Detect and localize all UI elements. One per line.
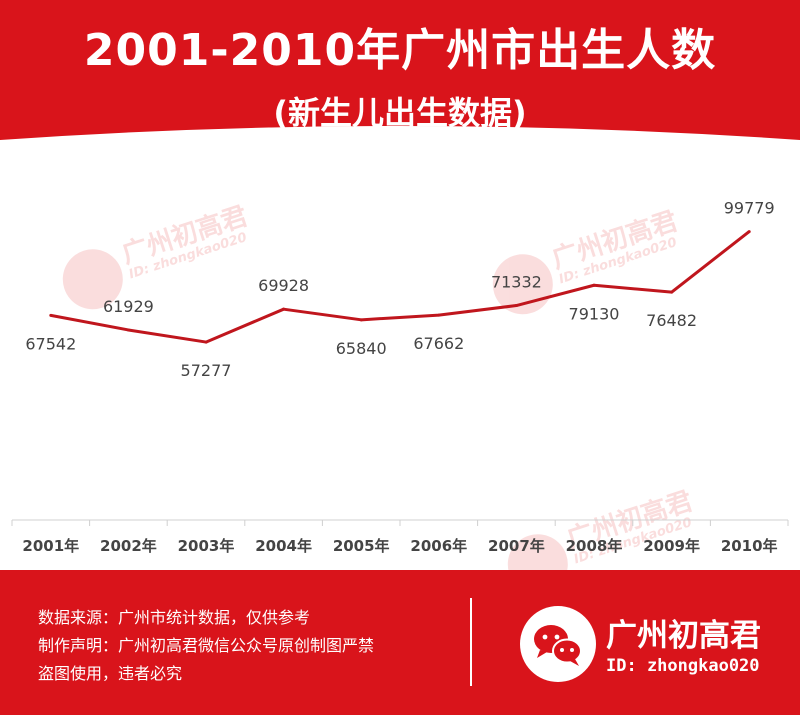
copyright-note-line2: 盗图使用，违者必究	[38, 664, 183, 683]
header-background	[0, 0, 800, 140]
line-chart: 2001年 2002年 2003年 2004年 2005年 2006年 2007年 2008年…	[11, 199, 789, 555]
brand-id: ID: zhongkao020	[606, 656, 760, 676]
follow-account-link[interactable]: 广州初高君	[359, 148, 435, 166]
data-label: 69928	[258, 276, 309, 295]
page-title: 2001-2010年广州市出生人数	[83, 25, 717, 76]
x-tick-label: 2009年	[643, 537, 700, 555]
data-point	[359, 318, 363, 322]
x-tick-label: 2006年	[410, 537, 467, 555]
data-label: 71332	[491, 273, 542, 292]
data-label: 67542	[25, 334, 76, 353]
data-label: 57277	[181, 361, 232, 380]
copyright-note-line1: 制作声明：广州初高君微信公众号原创制图严禁	[38, 636, 375, 655]
data-point	[747, 230, 751, 234]
data-point	[49, 313, 53, 317]
data-label: 99779	[724, 199, 775, 218]
data-label: 65840	[336, 339, 387, 358]
data-point	[437, 313, 441, 317]
footer: 数据来源：广州市统计数据，仅供参考 制作声明：广州初高君微信公众号原创制图严禁 …	[0, 570, 800, 715]
data-label: 79130	[569, 304, 620, 323]
page-subtitle: (新生儿出生数据)	[273, 94, 527, 132]
follow-prefix: 关注微信公众号：	[239, 148, 360, 166]
data-label: 76482	[646, 311, 697, 330]
data-source-note: 数据来源：广州市统计数据，仅供参考	[38, 608, 311, 627]
x-tick-label: 2003年	[178, 537, 235, 555]
data-point	[670, 290, 674, 294]
data-point	[282, 307, 286, 311]
header-banner: 2001-2010年广州市出生人数 (新生儿出生数据) 关注微信公众号：广州初高…	[0, 0, 800, 175]
x-tick-label: 2002年	[100, 537, 157, 555]
data-label: 67662	[413, 334, 464, 353]
follow-suffix: 获取最新中考资讯	[434, 148, 561, 166]
x-tick-label: 2010年	[721, 537, 778, 555]
x-tick-label: 2005年	[333, 537, 390, 555]
footer-divider	[470, 598, 472, 686]
data-point	[514, 304, 518, 308]
data-point	[592, 283, 596, 287]
wechat-logo-icon	[520, 606, 596, 682]
x-tick-label: 2001年	[22, 537, 79, 555]
x-tick-label: 2007年	[488, 537, 545, 555]
x-tick-label: 2008年	[566, 537, 623, 555]
series-line	[50, 230, 751, 344]
data-point	[126, 328, 130, 332]
data-point	[204, 340, 208, 344]
follow-notice: 关注微信公众号：广州初高君 获取最新中考资讯	[0, 146, 800, 167]
brand-name: 广州初高君	[606, 618, 761, 654]
x-tick-label: 2004年	[255, 537, 312, 555]
data-label: 61929	[103, 297, 154, 316]
